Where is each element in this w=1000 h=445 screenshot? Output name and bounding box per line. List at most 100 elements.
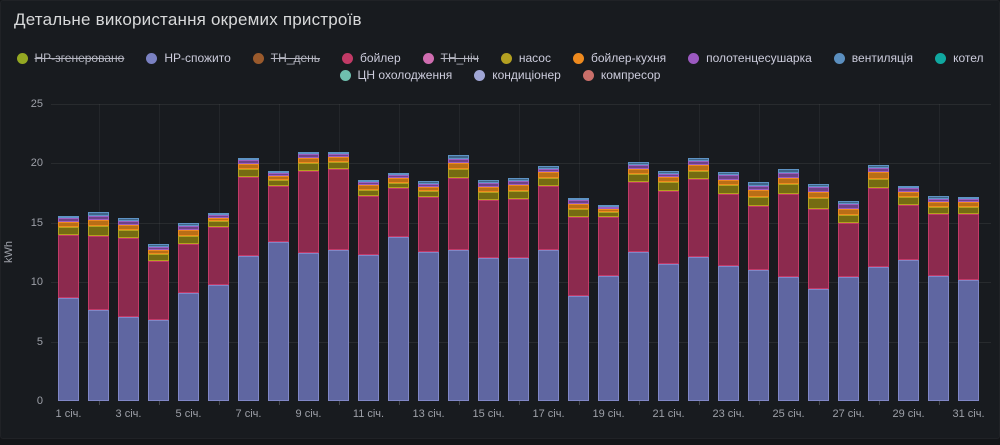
y-tick-label-5: 5 bbox=[36, 335, 43, 348]
legend-swatch-icon bbox=[935, 52, 947, 64]
bar-day-23[interactable] bbox=[718, 171, 739, 401]
bar-segment-НР-спожито bbox=[868, 266, 889, 401]
bar-segment-полотенцесушарка bbox=[268, 172, 289, 176]
bar-segment-полотенцесушарка bbox=[958, 199, 979, 203]
bar-day-22[interactable] bbox=[688, 157, 709, 401]
bar-segment-вентиляція bbox=[628, 162, 649, 166]
bar-day-1[interactable] bbox=[58, 215, 79, 401]
bar-day-31[interactable] bbox=[958, 196, 979, 401]
bar-day-2[interactable] bbox=[88, 212, 109, 401]
x-tick-label-27: 27 січ. bbox=[832, 408, 865, 420]
bar-segment-вентиляція bbox=[358, 180, 379, 183]
legend-item-НР-спожито[interactable]: НР-спожито bbox=[146, 51, 231, 65]
legend-item-компресор[interactable]: компресор bbox=[582, 68, 661, 82]
bar-segment-бойлер-кухня bbox=[898, 192, 919, 198]
legend-label: компресор bbox=[600, 68, 661, 82]
bar-day-13[interactable] bbox=[418, 181, 439, 401]
legend-label: НР-згенеровано bbox=[34, 51, 125, 65]
bar-segment-бойлер-кухня bbox=[148, 249, 169, 255]
bar-segment-бойлер bbox=[238, 176, 259, 257]
bar-segment-НР-спожито bbox=[328, 250, 349, 401]
bar-day-17[interactable] bbox=[538, 165, 559, 401]
bar-day-18[interactable] bbox=[568, 197, 589, 401]
bar-day-16[interactable] bbox=[508, 177, 529, 401]
bar-day-4[interactable] bbox=[148, 244, 169, 401]
bar-segment-бойлер-кухня bbox=[868, 172, 889, 179]
legend-item-НР-згенеровано[interactable]: НР-згенеровано bbox=[16, 51, 125, 65]
legend-item-ТН_день[interactable]: ТН_день bbox=[252, 51, 320, 65]
bar-segment-бойлер-кухня bbox=[358, 185, 379, 190]
bar-day-19[interactable] bbox=[598, 204, 619, 401]
bar-day-12[interactable] bbox=[388, 172, 409, 401]
legend-item-бойлер-кухня[interactable]: бойлер-кухня bbox=[572, 51, 667, 65]
bar-segment-насос bbox=[328, 162, 349, 170]
legend: НР-згенеровано НР-спожито ТН_день бойлер ТН_… bbox=[1, 51, 999, 82]
bar-day-3[interactable] bbox=[118, 218, 139, 401]
bar-segment-НР-спожито bbox=[508, 258, 529, 401]
legend-item-ТН_ніч[interactable]: ТН_ніч bbox=[422, 51, 479, 65]
bar-segment-бойлер-кухня bbox=[58, 221, 79, 227]
legend-item-котел[interactable]: котел bbox=[935, 51, 984, 65]
bar-segment-полотенцесушарка bbox=[778, 172, 799, 178]
x-tick-mark bbox=[338, 401, 340, 405]
bar-day-25[interactable] bbox=[778, 169, 799, 401]
bar-day-29[interactable] bbox=[898, 186, 919, 401]
x-tick-mark bbox=[518, 401, 520, 405]
bar-day-10[interactable] bbox=[328, 151, 349, 401]
bar-segment-вентиляція bbox=[328, 151, 349, 154]
bar-segment-бойлер-кухня bbox=[718, 179, 739, 186]
bar-day-8[interactable] bbox=[268, 170, 289, 401]
x-tick-label-9: 9 січ. bbox=[295, 408, 322, 420]
bar-segment-бойлер-кухня bbox=[388, 178, 409, 183]
bar-segment-бойлер-кухня bbox=[238, 163, 259, 169]
bar-day-26[interactable] bbox=[808, 183, 829, 401]
bar-segment-насос bbox=[478, 191, 499, 201]
legend-label: котел bbox=[953, 51, 984, 65]
bar-segment-бойлер-кухня bbox=[418, 186, 439, 191]
x-tick-label-31: 31 січ. bbox=[952, 408, 985, 420]
bar-segment-бойлер bbox=[58, 234, 79, 298]
bar-day-14[interactable] bbox=[448, 155, 469, 401]
legend-swatch-icon bbox=[572, 52, 584, 64]
bar-segment-вентиляція bbox=[688, 157, 709, 161]
legend-item-ЦН охолодження[interactable]: ЦН охолодження bbox=[339, 68, 452, 82]
legend-item-вентиляція[interactable]: вентиляція bbox=[833, 51, 913, 65]
legend-item-насос[interactable]: насос bbox=[500, 51, 551, 65]
bar-segment-бойлер-кухня bbox=[928, 202, 949, 207]
bar-segment-бойлер-кухня bbox=[268, 175, 289, 181]
bar-segment-бойлер-кухня bbox=[958, 202, 979, 207]
bar-day-30[interactable] bbox=[928, 195, 949, 401]
legend-item-полотенцесушарка[interactable]: полотенцесушарка bbox=[688, 51, 812, 65]
bar-segment-полотенцесушарка bbox=[598, 206, 619, 210]
bar-segment-полотенцесушарка bbox=[478, 183, 499, 187]
x-tick-mark bbox=[398, 401, 400, 405]
bar-segment-бойлер-кухня bbox=[808, 191, 829, 199]
legend-item-кондиціонер[interactable]: кондиціонер bbox=[474, 68, 561, 82]
legend-item-бойлер[interactable]: бойлер bbox=[342, 51, 401, 65]
bar-day-9[interactable] bbox=[298, 151, 319, 401]
bar-day-15[interactable] bbox=[478, 180, 499, 401]
bar-segment-бойлер bbox=[388, 188, 409, 238]
bar-segment-бойлер-кухня bbox=[478, 186, 499, 192]
bar-day-7[interactable] bbox=[238, 157, 259, 401]
bar-segment-полотенцесушарка bbox=[838, 204, 859, 209]
bar-segment-бойлер-кухня bbox=[568, 203, 589, 210]
bar-segment-полотенцесушарка bbox=[418, 183, 439, 187]
bar-segment-насос bbox=[178, 235, 199, 245]
bar-segment-бойлер bbox=[958, 213, 979, 280]
bar-segment-бойлер-кухня bbox=[538, 172, 559, 178]
legend-label: бойлер-кухня bbox=[590, 51, 667, 65]
bar-day-6[interactable] bbox=[208, 213, 229, 401]
bar-segment-бойлер-кухня bbox=[628, 168, 649, 175]
bar-segment-полотенцесушарка bbox=[328, 153, 349, 158]
bar-day-28[interactable] bbox=[868, 164, 889, 401]
bar-segment-насос bbox=[88, 226, 109, 236]
bar-day-24[interactable] bbox=[748, 182, 769, 401]
bar-day-11[interactable] bbox=[358, 180, 379, 401]
x-tick-label-17: 17 січ. bbox=[532, 408, 565, 420]
bar-day-27[interactable] bbox=[838, 201, 859, 401]
bar-day-5[interactable] bbox=[178, 222, 199, 401]
bar-day-21[interactable] bbox=[658, 170, 679, 401]
bar-segment-полотенцесушарка bbox=[298, 153, 319, 158]
bar-day-20[interactable] bbox=[628, 162, 649, 401]
